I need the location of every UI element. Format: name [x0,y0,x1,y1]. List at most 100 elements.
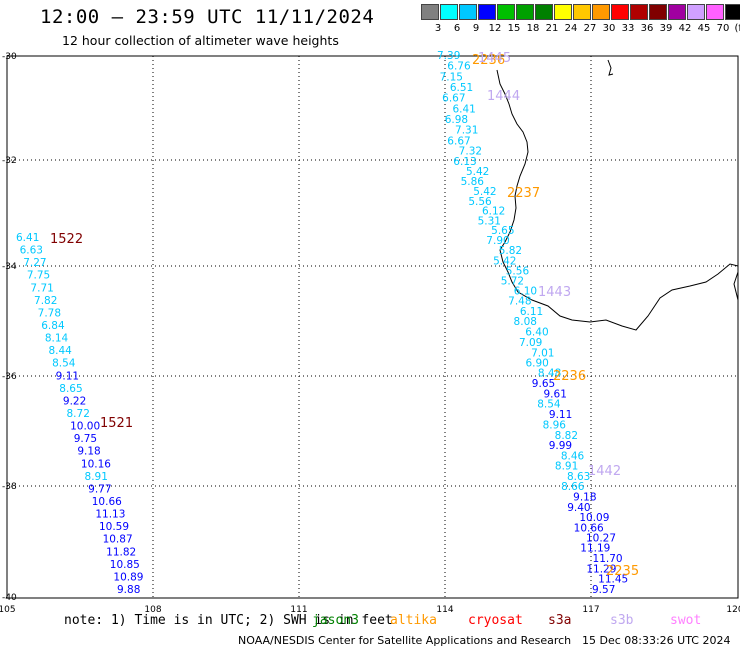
swh-value: 8.63 [567,471,590,483]
swh-value: 6.67 [447,135,470,147]
coastline [496,69,739,331]
swh-value: 5.42 [473,186,496,198]
legend-label: 24 [564,23,578,34]
page-title: 12:00 — 23:59 UTC 11/11/2024 [40,6,375,28]
legend-label: 15 [507,23,521,34]
track-time-label: 2235 [606,564,639,579]
swh-value: 10.09 [579,512,609,524]
swh-value: 6.13 [453,156,476,168]
legend-label: 36 [640,23,654,34]
legend-label: 42 [678,23,692,34]
swh-value: 8.91 [85,471,108,483]
swh-value: 8.54 [537,399,561,411]
lat-tick-label: -36 [2,372,17,382]
swh-value: 7.78 [38,307,61,319]
lat-tick-label: -34 [2,262,17,272]
legend-swatch [478,4,496,20]
lon-tick-label: 105 [0,605,16,615]
swh-value: 8.65 [59,383,82,395]
lon-tick-label: 108 [144,605,161,615]
swh-value: 5.82 [499,245,522,257]
swh-value: 8.14 [45,333,69,345]
satellite-label: swot [670,613,702,628]
swh-value: 8.54 [52,358,76,370]
swh-value: 5.42 [493,255,516,267]
swh-value: 11.70 [593,553,623,565]
lat-tick-label: -30 [2,52,17,62]
legend-label: 30 [602,23,616,34]
lon-tick-label: 117 [582,605,599,615]
swh-value: 9.18 [77,446,100,458]
track-time-label: 2236 [553,369,586,384]
satellite-label: s3a [548,613,572,628]
swh-value: 6.51 [450,82,473,94]
swh-value: 7.71 [30,282,53,294]
swh-value: 7.48 [508,295,531,307]
legend-swatch [440,4,458,20]
legend-swatch [554,4,572,20]
swh-value: 7.90 [486,235,509,247]
swh-value: 9.18 [573,492,596,504]
swh-value: 5.72 [501,275,524,287]
swh-value: 10.16 [81,458,111,470]
credit-line: NOAA/NESDIS Center for Satellite Applica… [238,634,572,647]
lat-tick-label: -32 [2,156,17,166]
swh-value: 7.82 [34,295,57,307]
map-frame [6,55,739,599]
swh-value: 9.75 [74,433,97,445]
lat-tick-label: -38 [2,482,17,492]
swh-value: 9.22 [63,395,86,407]
track-time-label: 1444 [487,89,520,104]
legend-label: 45 [697,23,711,34]
swh-value: 10.66 [92,496,122,508]
swh-value: 7.09 [519,337,542,349]
swh-value: 11.19 [580,543,610,555]
legend-swatch [421,4,439,20]
track-time-label: 1521 [100,416,133,431]
swh-value: 11.82 [106,546,136,558]
swh-value: 6.98 [445,114,468,126]
page-subtitle: 12 hour collection of altimeter wave hei… [62,33,339,48]
coastline-island [607,59,614,76]
track-time-label: 1443 [538,285,571,300]
swh-value: 5.56 [506,265,530,277]
legend-swatch [516,4,534,20]
legend-label: 3 [434,23,442,34]
legend-label: 12 [488,23,502,34]
swh-value: 7.15 [440,71,463,83]
swh-value: 6.41 [452,103,475,115]
track-time-label: 2236 [472,53,505,68]
swh-value: 9.40 [567,502,590,514]
swh-value: 11.29 [586,563,616,575]
swh-value: 7.32 [459,146,482,158]
swh-value: 9.88 [117,584,140,596]
swh-value: 9.99 [549,440,572,452]
swh-value: 9.61 [544,388,567,400]
swh-value: 10.89 [113,571,143,583]
lat-tick-label: -40 [2,593,17,603]
swh-value: 6.41 [16,232,39,244]
swh-value: 9.57 [592,584,615,596]
swh-value: 8.66 [561,481,585,493]
legend-swatch [535,4,553,20]
swh-value: 5.31 [478,215,501,227]
footer-note: note: 1) Time is in UTC; 2) SWH is in fe… [64,613,393,628]
swh-value: 10.66 [574,522,604,534]
swh-value: 8.72 [67,408,90,420]
swh-value: 6.12 [482,206,505,218]
legend-swatch [592,4,610,20]
track-time-label: 2237 [507,186,540,201]
legend-label: 33 [621,23,635,34]
swh-value: 6.63 [20,245,43,257]
swh-value: 8.82 [555,430,578,442]
swh-value: 5.65 [491,225,514,237]
legend-label: 9 [472,23,480,34]
satellite-label: jason3 [312,613,359,628]
coastline [733,271,739,301]
track-time-label: 1522 [50,232,83,247]
swh-value: 5.42 [466,166,489,178]
swh-value: 10.59 [99,521,129,533]
lon-tick-label: 114 [436,605,453,615]
swh-value: 7.01 [531,347,554,359]
